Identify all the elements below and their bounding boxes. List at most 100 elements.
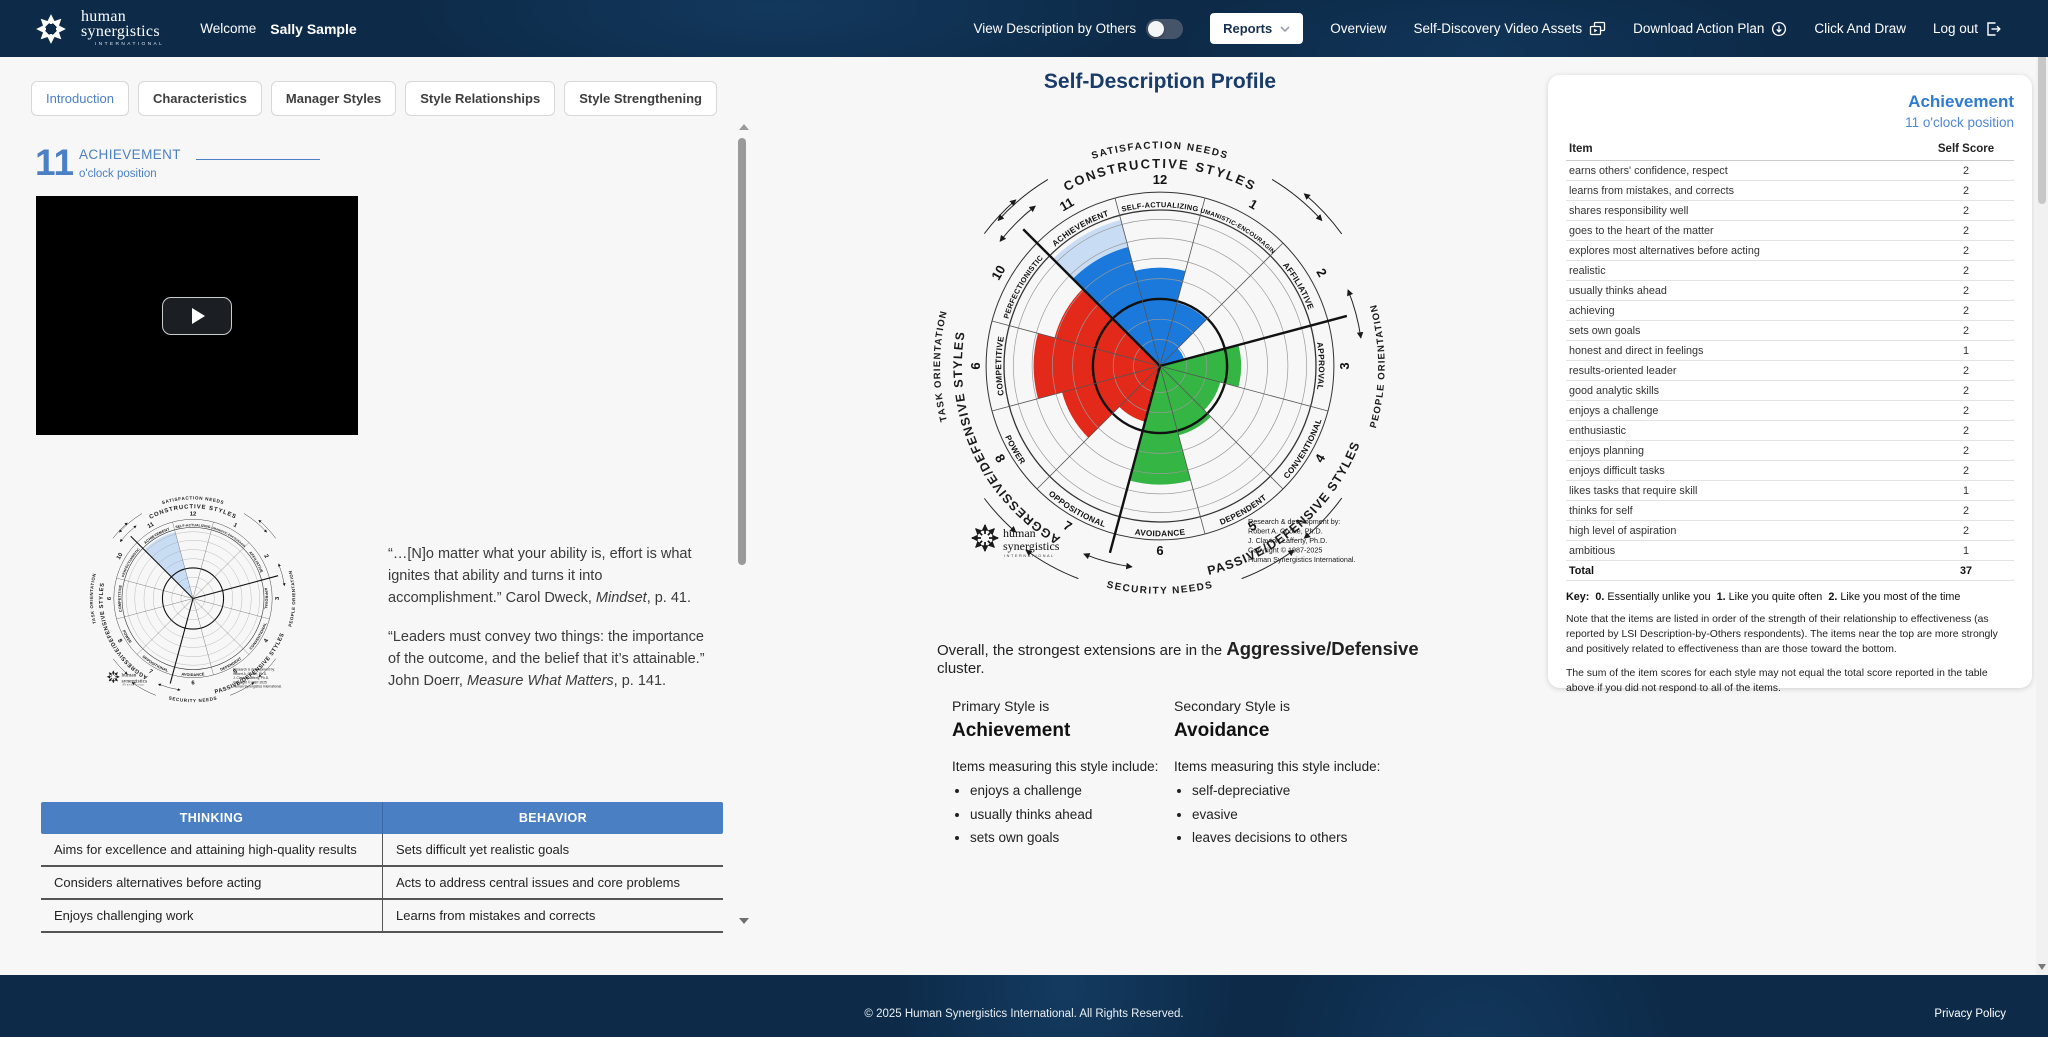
view-description-toggle[interactable]: [1146, 18, 1184, 39]
left-scrollbar-thumb[interactable]: [738, 138, 746, 565]
left-scrollbar-down-arrow[interactable]: [739, 918, 749, 924]
style-item: evasive: [1192, 805, 1522, 825]
page-scrollbar-up-arrow[interactable]: [2038, 43, 2046, 49]
tab-style-strengthening[interactable]: Style Strengthening: [564, 81, 717, 116]
svg-text:12: 12: [190, 512, 197, 518]
score-row: enjoys difficult tasks 2: [1566, 461, 2014, 481]
score-row: likes tasks that require skill 1: [1566, 481, 2014, 501]
score-value: 1: [1962, 344, 1969, 357]
score-row: shares responsibility well 2: [1566, 201, 2014, 221]
nav-overview[interactable]: Overview: [1330, 21, 1386, 36]
score-row: usually thinks ahead 2: [1566, 281, 2014, 301]
report-tabs: Introduction Characteristics Manager Style…: [31, 81, 717, 116]
video-window-icon: [1589, 21, 1606, 35]
score-row: high level of aspiration 2: [1566, 521, 2014, 541]
score-panel-subtitle: 11 o'clock position: [1905, 115, 2014, 130]
score-item-label: high level of aspiration: [1569, 524, 1677, 537]
synergistics-star-icon: [36, 13, 66, 44]
score-item-label: thinks for self: [1569, 504, 1633, 517]
tab-introduction[interactable]: Introduction: [31, 81, 129, 116]
left-scrollbar-up-arrow[interactable]: [739, 124, 749, 130]
table-cell: Considers alternatives before acting: [54, 875, 262, 890]
svg-text:APPROVAL: APPROVAL: [263, 587, 268, 610]
logout-icon: [1987, 21, 2001, 36]
svg-text:POWER: POWER: [1003, 434, 1027, 466]
score-value: 2: [1962, 424, 1969, 437]
page-scrollbar[interactable]: [2036, 38, 2048, 975]
welcome-label: Welcome: [200, 21, 257, 36]
score-row: sets own goals 2: [1566, 321, 2014, 341]
tab-manager-styles[interactable]: Manager Styles: [270, 81, 397, 116]
score-value: 2: [1962, 304, 1969, 317]
logout-button[interactable]: Log out: [1933, 21, 2002, 37]
score-item-label: goes to the heart of the matter: [1569, 224, 1714, 237]
svg-text:7: 7: [148, 669, 154, 676]
nav-click-and-draw-label: Click And Draw: [1814, 21, 1906, 36]
heading-divider: [196, 159, 320, 160]
page-title: Self-Description Profile: [1043, 70, 1277, 93]
svg-text:Copyright © 1987-2025: Copyright © 1987-2025: [1248, 546, 1322, 555]
clock-position-number: 11: [35, 142, 75, 183]
brand-word-2: synergistics: [81, 22, 160, 40]
score-row: goes to the heart of the matter 2: [1566, 221, 2014, 241]
nav-click-and-draw[interactable]: Click And Draw: [1814, 21, 1906, 36]
svg-text:human: human: [122, 672, 137, 678]
primary-secondary-styles: Primary Style is Achievement Items measu…: [952, 698, 1522, 852]
svg-text:10: 10: [116, 552, 125, 561]
score-row: achieving 2: [1566, 301, 2014, 321]
secondary-style-items: self-depreciative evasive leaves decisions…: [1174, 781, 1522, 848]
play-button[interactable]: [162, 296, 232, 335]
reports-button[interactable]: Reports: [1210, 13, 1304, 44]
score-item-label: learns from mistakes, and corrects: [1569, 184, 1735, 197]
score-note-1: Note that the items are listed in order …: [1566, 614, 1998, 656]
score-row: results-oriented leader 2: [1566, 361, 2014, 381]
svg-text:1: 1: [232, 522, 238, 529]
nav-download-action-plan[interactable]: Download Action Plan: [1633, 21, 1787, 37]
svg-text:Research & development by:: Research & development by:: [1248, 517, 1340, 526]
page-scrollbar-thumb[interactable]: [2038, 54, 2046, 204]
style-heading: ACHIEVEMENT: [79, 147, 181, 162]
logout-label: Log out: [1932, 21, 1978, 36]
self-score-column-header: Self Score: [1937, 143, 1995, 155]
score-item-label: results-oriented leader: [1569, 364, 1677, 377]
video-player[interactable]: [36, 196, 358, 435]
score-item-label: enthusiastic: [1569, 424, 1627, 437]
svg-text:4: 4: [263, 638, 270, 644]
secondary-style-label: Secondary Style is: [1174, 698, 1290, 714]
svg-text:POWER: POWER: [122, 629, 133, 644]
thinking-behavior-body: Aims for excellence and attaining high-q…: [41, 834, 723, 933]
score-value: 2: [1962, 364, 1969, 377]
total-value: 37: [1959, 564, 1972, 577]
tab-style-relationships[interactable]: Style Relationships: [405, 81, 556, 116]
view-description-toggle-label: View Description by Others: [973, 21, 1137, 36]
score-row: enjoys planning 2: [1566, 441, 2014, 461]
svg-text:PEOPLE ORIENTATION: PEOPLE ORIENTATION: [287, 570, 296, 628]
secondary-items-label: Items measuring this style include:: [1174, 759, 1381, 774]
secondary-style-block: Secondary Style is Avoidance Items measu…: [1174, 698, 1522, 852]
tab-characteristics[interactable]: Characteristics: [137, 81, 262, 116]
svg-text:TASK ORIENTATION: TASK ORIENTATION: [932, 309, 950, 423]
svg-text:AVOIDANCE: AVOIDANCE: [1134, 527, 1186, 538]
score-value: 2: [1962, 184, 1969, 197]
nav-overview-label: Overview: [1330, 21, 1387, 36]
toggle-knob: [1148, 20, 1165, 37]
svg-text:synergistics: synergistics: [122, 678, 148, 684]
score-value: 2: [1962, 444, 1969, 457]
page-scrollbar-down-arrow[interactable]: [2038, 964, 2046, 970]
score-item-label: shares responsibility well: [1569, 204, 1689, 217]
score-row: realistic 2: [1566, 261, 2014, 281]
primary-style-label: Primary Style is: [952, 698, 1050, 714]
column-header: BEHAVIOR: [382, 802, 723, 834]
privacy-policy-link[interactable]: Privacy Policy: [1934, 1008, 2006, 1020]
score-value: 2: [1962, 524, 1969, 537]
copyright-text: © 2025 Human Synergistics International.…: [864, 1008, 1184, 1020]
table-cell: Acts to address central issues and core …: [382, 867, 723, 898]
thinking-behavior-table: THINKING BEHAVIOR Aims for excellence and…: [41, 802, 723, 933]
nav-video-assets[interactable]: Self-Discovery Video Assets: [1414, 21, 1607, 37]
score-value: 2: [1962, 404, 1969, 417]
score-row: ambitious 1: [1566, 541, 2014, 561]
svg-text:Robert A. Cooke, Ph.D.: Robert A. Cooke, Ph.D.: [233, 672, 267, 676]
self-description-circumplex-chart: SELF-ACTUALIZING12HUMANISTIC-ENCOURAGING…: [925, 128, 1395, 604]
score-value: 2: [1962, 224, 1969, 237]
secondary-style-name: Avoidance: [1174, 720, 1270, 741]
